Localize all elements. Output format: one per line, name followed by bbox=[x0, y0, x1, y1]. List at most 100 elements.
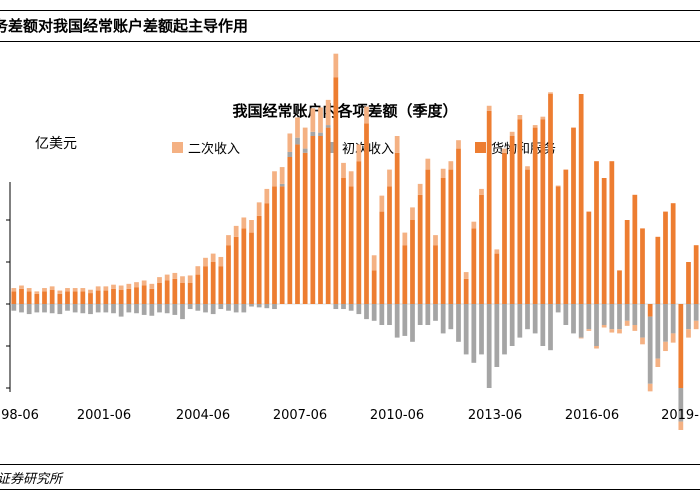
bar-segment bbox=[310, 108, 316, 132]
bar-segment bbox=[302, 152, 308, 304]
bar-segment bbox=[118, 285, 124, 290]
bar-segment bbox=[210, 253, 216, 262]
legend: 二次收入初次收入货物和服务 bbox=[172, 141, 556, 157]
bar-segment bbox=[678, 421, 684, 430]
bar-segment bbox=[26, 288, 32, 292]
bar-segment bbox=[103, 304, 109, 313]
bar-segment bbox=[417, 304, 423, 325]
bar-segment bbox=[279, 183, 285, 187]
bar-segment bbox=[111, 284, 116, 289]
source-note: 证券研究所 bbox=[0, 472, 63, 487]
bar-segment bbox=[195, 304, 201, 311]
page-header: 务差额对我国经常账户差额起主导作用 bbox=[0, 14, 700, 40]
bar-segment bbox=[111, 288, 116, 304]
bar-segment bbox=[578, 304, 584, 338]
bar-segment bbox=[111, 304, 116, 314]
bar-segment bbox=[494, 249, 500, 254]
x-tick-label: 2004-06 bbox=[176, 408, 230, 423]
bar-segment bbox=[295, 137, 300, 145]
bar-segment bbox=[448, 304, 454, 330]
bar-segment bbox=[19, 285, 24, 289]
bar-segment bbox=[624, 320, 630, 326]
bar-segment bbox=[287, 133, 293, 152]
bar-segment bbox=[525, 304, 530, 330]
bar-segment bbox=[586, 304, 592, 330]
bar-segment bbox=[218, 304, 224, 310]
bar-segment bbox=[417, 183, 423, 195]
bar-segment bbox=[364, 123, 369, 305]
bar-segment bbox=[387, 169, 392, 187]
bar-segment bbox=[272, 186, 277, 304]
bar-segment bbox=[134, 282, 139, 288]
x-axis-tick-labels: 98-06 2001-06 2004-06 2007-06 2010-06 2013-06… bbox=[1, 408, 699, 423]
bar-segment bbox=[57, 293, 63, 304]
bar-segment bbox=[586, 329, 592, 331]
bar-segment bbox=[494, 253, 500, 304]
bar-segment bbox=[126, 288, 132, 304]
bar-segment bbox=[425, 169, 431, 304]
y-axis-unit-label: 亿美元 bbox=[35, 136, 77, 152]
bar-segment bbox=[364, 106, 369, 124]
bar-segment bbox=[624, 220, 630, 304]
bar-segment bbox=[594, 346, 599, 349]
bar-segment bbox=[256, 304, 262, 308]
x-tick-label: 2001-06 bbox=[77, 408, 131, 423]
bar-segment bbox=[601, 325, 607, 328]
bar-segment bbox=[187, 275, 193, 283]
bar-segment bbox=[517, 119, 523, 304]
bar-segment bbox=[42, 304, 47, 313]
bar-segment bbox=[433, 245, 438, 304]
bar-segment bbox=[394, 136, 400, 153]
bar-segment bbox=[249, 220, 254, 233]
x-tick-label: 2007-06 bbox=[273, 408, 327, 423]
bar-segment bbox=[601, 178, 607, 304]
bar-segment bbox=[471, 221, 477, 229]
bar-segment bbox=[440, 168, 446, 178]
bar-segment bbox=[187, 283, 193, 304]
bar-segment bbox=[693, 245, 699, 304]
bar-segment bbox=[80, 291, 86, 304]
x-tick-label: 2016-06 bbox=[565, 408, 619, 423]
bar-segment bbox=[187, 304, 193, 310]
bar-segment bbox=[371, 304, 377, 321]
bar-segment bbox=[402, 245, 408, 304]
bar-segment bbox=[65, 288, 70, 292]
bar-segment bbox=[226, 304, 231, 311]
bar-segment bbox=[356, 144, 362, 162]
bar-segment bbox=[555, 304, 561, 313]
bar-segment bbox=[164, 280, 170, 304]
bar-segment bbox=[341, 304, 346, 310]
bar-segment bbox=[379, 195, 385, 212]
bar-segment bbox=[594, 304, 599, 346]
bar-segment bbox=[118, 289, 124, 304]
bar-segment bbox=[517, 115, 523, 120]
x-tick-label: 2010-06 bbox=[370, 408, 424, 423]
bar-segment bbox=[333, 77, 339, 304]
bar-segment bbox=[241, 304, 247, 313]
bar-segment bbox=[555, 185, 561, 187]
legend-swatch bbox=[172, 142, 183, 153]
bar-segment bbox=[279, 167, 285, 184]
bar-segment bbox=[532, 127, 538, 304]
bar-segment bbox=[164, 274, 170, 281]
bar-segment bbox=[486, 105, 492, 111]
header-divider bbox=[0, 41, 700, 42]
bar-segment bbox=[678, 304, 684, 388]
bar-segment bbox=[65, 291, 70, 304]
bar-segment bbox=[34, 293, 40, 304]
bar-segment bbox=[456, 140, 461, 149]
bar-segment bbox=[149, 283, 155, 289]
bar-segment bbox=[226, 235, 231, 246]
bar-segment bbox=[333, 304, 339, 310]
bar-segment bbox=[624, 304, 630, 321]
bar-segment bbox=[126, 283, 132, 289]
bar-segment bbox=[532, 304, 538, 334]
bar-segment bbox=[356, 304, 362, 315]
bar-segment bbox=[410, 220, 415, 304]
x-tick-label: 2019- bbox=[661, 408, 699, 423]
bar-segment bbox=[571, 127, 576, 304]
bar-segment bbox=[348, 171, 354, 187]
bar-segment bbox=[279, 186, 285, 304]
bar-segment bbox=[548, 92, 553, 94]
